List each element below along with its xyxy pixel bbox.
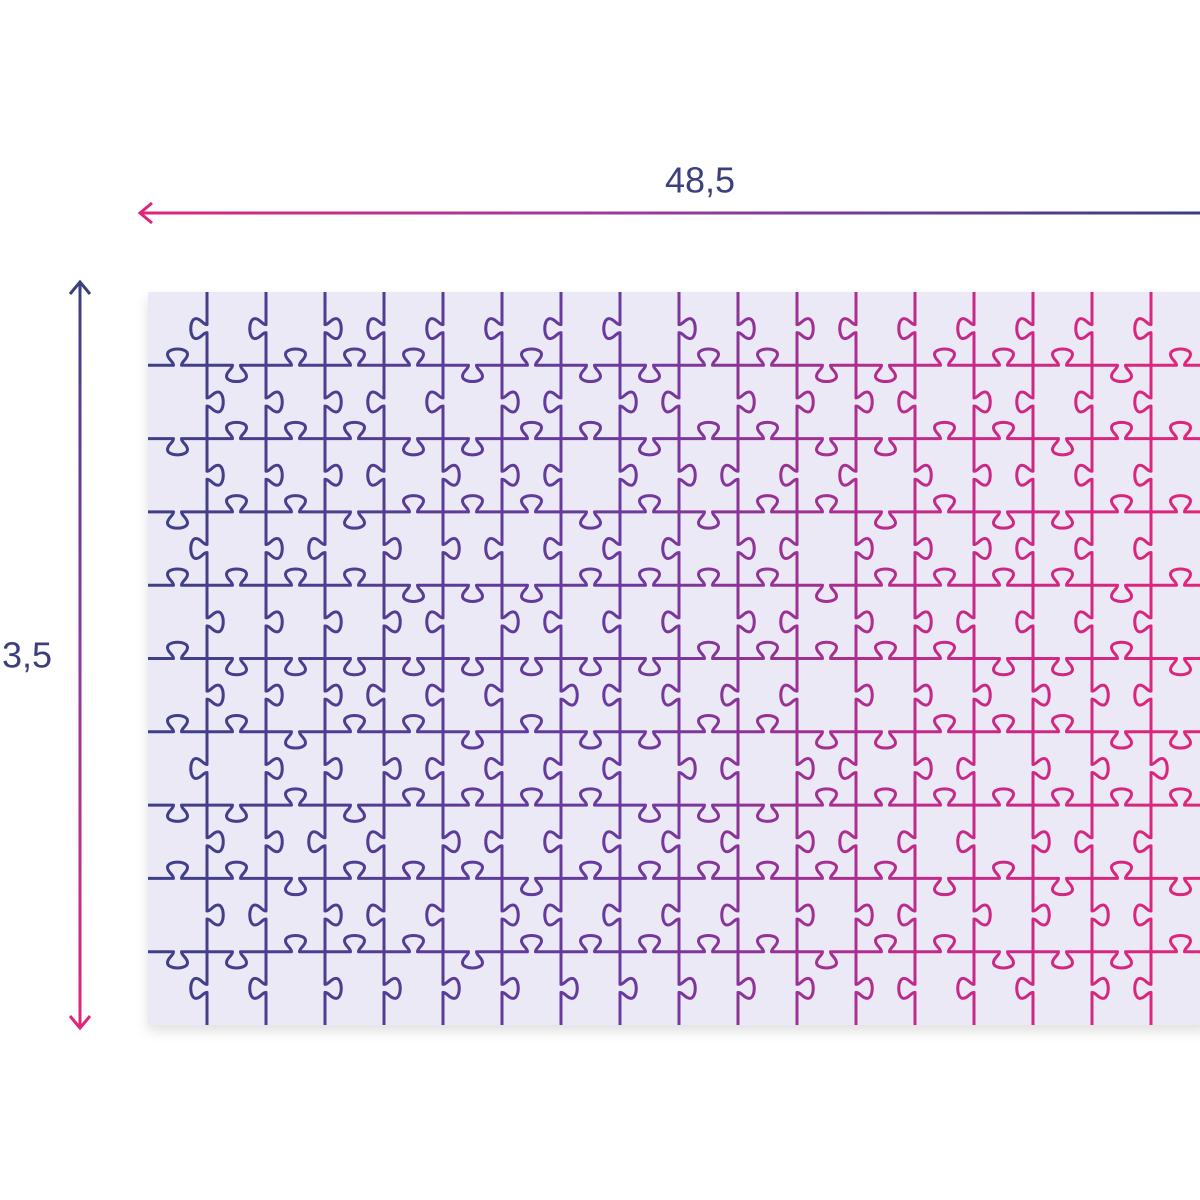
puzzle-seam xyxy=(366,292,402,1025)
puzzle-seam xyxy=(720,292,756,1025)
puzzle-seam xyxy=(307,292,343,1025)
width-arrow xyxy=(137,201,1200,225)
puzzle-seam xyxy=(425,292,461,1025)
puzzle-seam xyxy=(779,292,815,1025)
puzzle-pieces xyxy=(148,292,1200,1025)
width-label: 48,5 xyxy=(665,160,735,201)
puzzle-seam xyxy=(602,292,638,1025)
puzzle-seam xyxy=(484,292,520,1025)
puzzle-seam xyxy=(1074,292,1110,1025)
puzzle-seam xyxy=(248,292,284,1025)
puzzle-seam xyxy=(1133,292,1169,1025)
puzzle-seam xyxy=(189,292,225,1025)
puzzle-seam xyxy=(956,292,992,1025)
puzzle-seam xyxy=(1015,292,1051,1025)
height-arrow xyxy=(68,279,92,1031)
puzzle-seam xyxy=(661,292,697,1025)
puzzle-seam xyxy=(838,292,874,1025)
puzzle-seam xyxy=(897,292,933,1025)
puzzle-seam xyxy=(543,292,579,1025)
height-label: 3,5 xyxy=(2,635,52,676)
